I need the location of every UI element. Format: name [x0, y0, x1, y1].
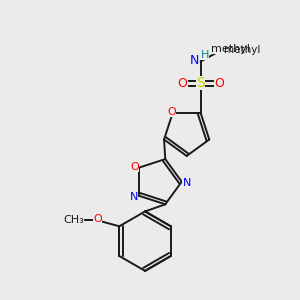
Text: N: N	[130, 192, 138, 202]
Text: methyl: methyl	[224, 44, 261, 55]
Text: S: S	[196, 76, 205, 90]
Text: O: O	[177, 77, 187, 90]
Text: N: N	[190, 54, 200, 67]
Text: methyl: methyl	[211, 44, 250, 53]
Text: O: O	[130, 162, 139, 172]
Text: H: H	[200, 50, 209, 61]
Text: N: N	[182, 178, 191, 188]
Text: O: O	[214, 77, 224, 90]
Text: O: O	[167, 107, 176, 117]
Text: CH₃: CH₃	[63, 215, 84, 225]
Text: O: O	[93, 214, 102, 224]
